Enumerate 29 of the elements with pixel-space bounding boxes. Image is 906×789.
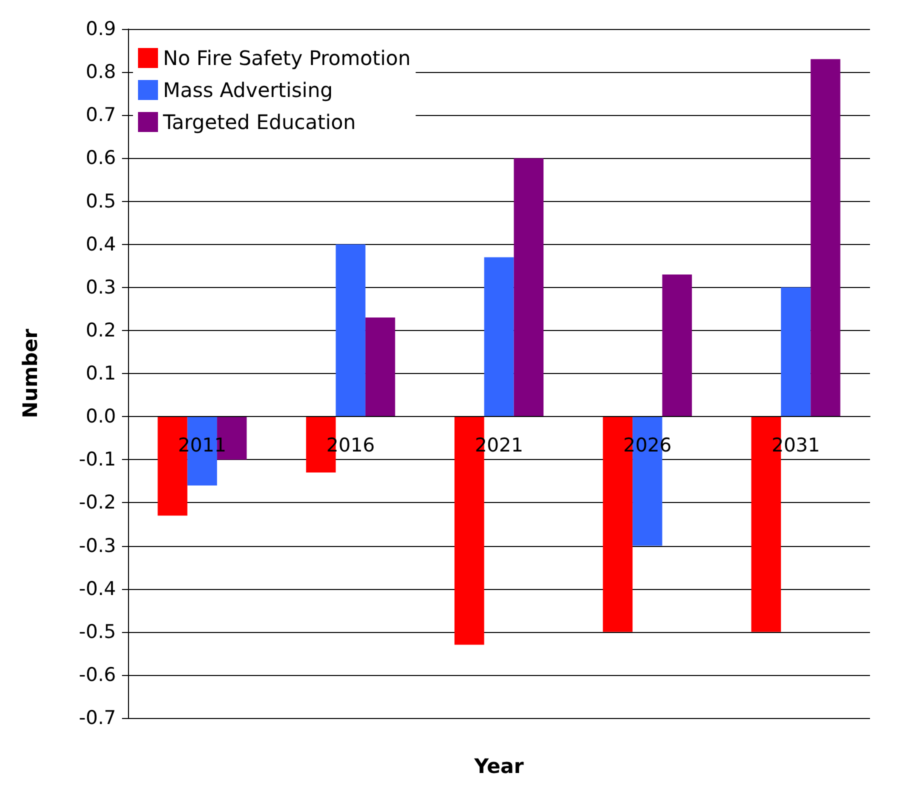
bar [662, 274, 692, 417]
y-tick-label: -0.7 [78, 707, 116, 729]
y-tick-label: 0.0 [86, 406, 116, 428]
y-tick-label: -0.5 [78, 620, 116, 643]
y-tick-label: -0.4 [78, 578, 116, 600]
bar [810, 59, 840, 417]
bar [336, 244, 366, 417]
legend-label: Targeted Education [162, 110, 356, 134]
y-tick-label: 0.9 [86, 18, 116, 40]
x-axis-title: Year [473, 754, 524, 778]
bar [780, 287, 811, 417]
bar [514, 158, 544, 417]
y-tick-label: 0.7 [86, 104, 116, 126]
y-tick-label: -0.1 [78, 448, 116, 471]
y-tick-label: 0.4 [86, 233, 116, 256]
y-tick-label: -0.3 [78, 534, 116, 557]
y-tick-label: -0.6 [78, 664, 116, 686]
y-tick-label: 0.6 [86, 147, 116, 170]
y-axis-title: Number [18, 328, 42, 418]
y-tick-label: -0.2 [78, 492, 116, 514]
y-tick-label: 0.8 [86, 61, 116, 84]
bar [484, 257, 514, 417]
y-tick-label: 0.2 [86, 319, 116, 342]
y-tick-label: 0.3 [86, 276, 116, 298]
legend-label: No Fire Safety Promotion [163, 46, 411, 70]
bar [365, 318, 396, 417]
y-tick-label: 0.5 [86, 190, 116, 212]
y-tick-label: 0.1 [86, 362, 116, 384]
legend-label: Mass Advertising [163, 78, 333, 102]
